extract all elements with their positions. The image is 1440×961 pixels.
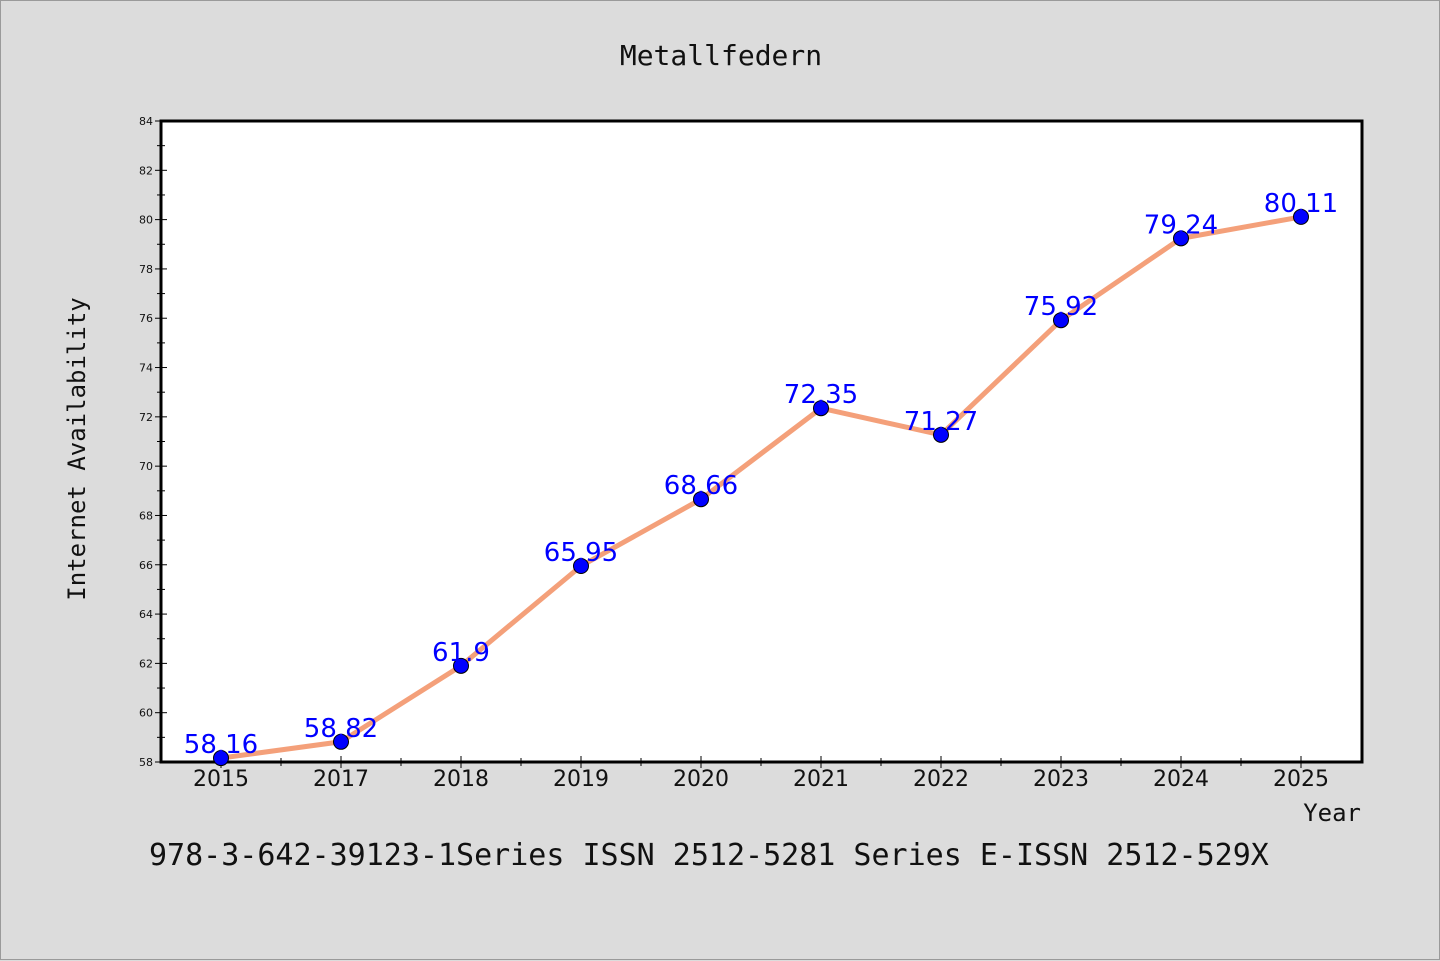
data-point-marker	[1173, 230, 1189, 247]
data-point-marker	[813, 400, 829, 417]
y-tick-label: 66	[139, 559, 153, 572]
series-line-group	[218, 214, 1304, 761]
data-point-marker	[933, 426, 949, 443]
data-value-label: 71.27	[904, 407, 978, 437]
data-value-label: 58.82	[304, 714, 378, 744]
x-tick-label: 2020	[673, 767, 729, 792]
y-tick-label: 58	[139, 756, 153, 769]
x-axis: 2015 2017 2018 2019 2020 2021 2022 2023 2024 2025	[193, 756, 1329, 792]
data-point-marker	[1293, 208, 1309, 225]
data-value-label: 65.95	[544, 538, 618, 568]
x-tick-label: 2015	[193, 767, 249, 792]
x-tick-label: 2022	[913, 767, 969, 792]
x-tick-label: 2024	[1153, 767, 1209, 792]
y-tick-label: 70	[139, 460, 153, 473]
y-tick-label: 68	[139, 509, 153, 522]
data-value-label: 80.11	[1264, 189, 1338, 219]
y-tick-label: 72	[139, 411, 153, 424]
data-point-marker	[213, 750, 229, 767]
data-value-label: 75.92	[1024, 292, 1098, 322]
y-tick-label: 62	[139, 657, 153, 670]
data-point-marker	[1053, 312, 1069, 329]
footer-isbn-text: 978-3-642-39123-1Series ISSN 2512-5281 S…	[149, 838, 1269, 873]
x-axis-label: Year	[1303, 799, 1361, 827]
chart-title: Metallfedern	[620, 39, 822, 72]
data-value-label: 58.16	[184, 730, 258, 760]
data-value-label: 79.24	[1144, 210, 1218, 240]
data-point-marker	[453, 657, 469, 674]
plot-area	[159, 119, 1364, 764]
data-point-marker	[573, 558, 589, 575]
y-tick-label: 64	[139, 608, 153, 621]
y-tick-label: 78	[139, 263, 153, 276]
x-tick-label: 2018	[433, 767, 489, 792]
y-axis: 58 60 62 64 66 68 70 72 74 76 78 80 82 84	[139, 115, 167, 769]
data-point-marker	[333, 733, 349, 750]
x-tick-label: 2023	[1033, 767, 1089, 792]
data-value-label: 72.35	[784, 380, 858, 410]
y-tick-label: 80	[139, 214, 153, 227]
y-axis-label: Internet Availability	[63, 297, 91, 600]
y-tick-label: 76	[139, 312, 153, 325]
y-tick-label: 82	[139, 164, 153, 177]
data-value-label: 68.66	[664, 471, 738, 501]
y-tick-label: 74	[139, 362, 153, 375]
x-tick-label: 2017	[313, 767, 369, 792]
y-tick-label: 60	[139, 707, 153, 720]
data-value-label: 61.9	[432, 638, 490, 668]
series-line	[218, 214, 1304, 761]
x-tick-label: 2019	[553, 767, 609, 792]
markers-group	[213, 208, 1309, 767]
x-tick-label: 2025	[1273, 767, 1329, 792]
y-tick-label: 84	[139, 115, 153, 128]
data-point-marker	[693, 491, 709, 508]
data-labels-group: 58.16 58.82 61.9 65.95 68.66 72.35 71.27 75.92 7…	[184, 189, 1338, 760]
x-tick-label: 2021	[793, 767, 849, 792]
